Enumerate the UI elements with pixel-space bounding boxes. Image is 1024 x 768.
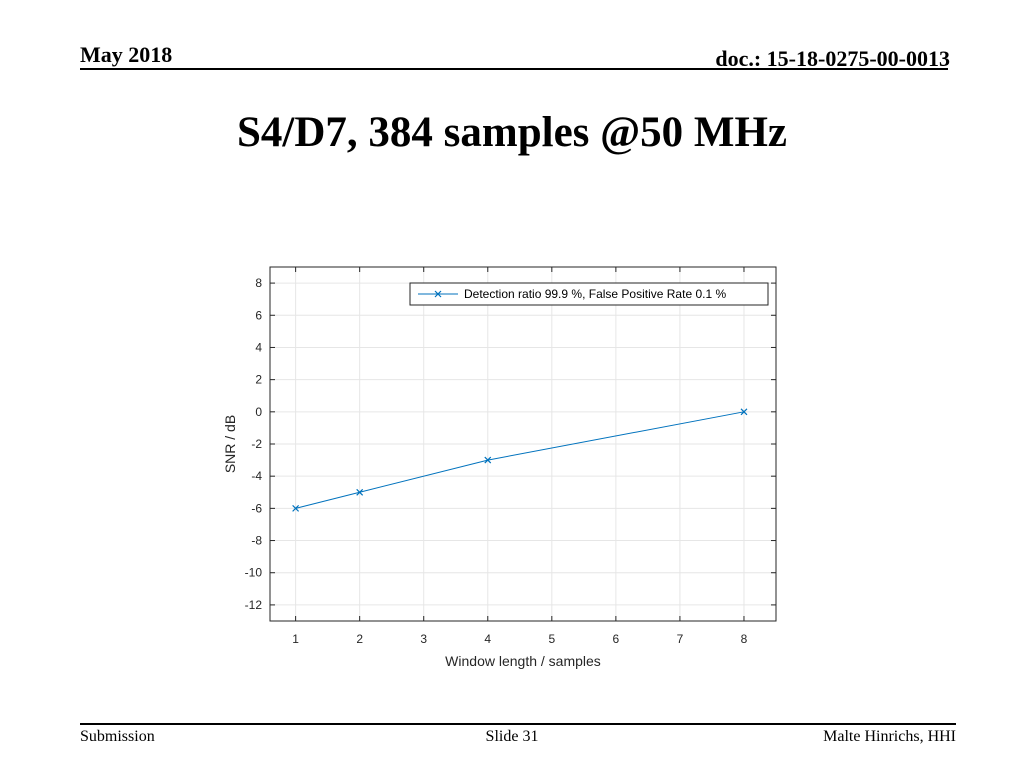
y-tick-label: 8 [255,276,262,290]
x-tick-label: 8 [741,632,748,646]
y-tick-label: -10 [245,566,263,580]
y-tick-label: -12 [245,598,263,612]
legend-entry: Detection ratio 99.9 %, False Positive R… [464,287,726,301]
data-point-marker [484,456,492,464]
slide-title: S4/D7, 384 samples @50 MHz [236,109,787,156]
footer-submission: Submission [80,728,155,745]
y-axis-label: SNR / dB [222,415,238,473]
data-point-marker [292,504,300,512]
legend-box [409,282,769,306]
footer-author: Malte Hinrichs, HHI [823,728,956,745]
y-tick-label: -6 [251,501,262,515]
y-tick-label: 2 [255,373,262,387]
footer-divider [80,723,956,725]
x-tick-label: 5 [548,632,555,646]
chart-container: 1 2 3 4 5 6 7 8 8 6 4 2 0 -2 -4 -6 -8 -10 -12 Window length… [210,255,800,675]
y-tick-label: -8 [251,534,262,548]
legend-marker-sample [434,290,442,298]
x-axis-label: Window length / samples [445,653,601,669]
line-chart: 1 2 3 4 5 6 7 8 8 6 4 2 0 -2 -4 -6 -8 -10 -12 Window length… [222,266,777,669]
header-date: May 2018 [80,42,173,67]
x-tick-label: 2 [356,632,363,646]
header-doc-id: doc.: 15-18-0275-00-0013 [715,46,950,71]
data-point-marker [356,488,364,496]
series-line [295,411,745,509]
y-tick-label: 6 [255,308,262,322]
x-tick-label: 4 [484,632,491,646]
y-tick-label: 4 [255,340,262,354]
x-tick-label: 7 [677,632,684,646]
footer-slide-number: Slide 31 [485,728,539,745]
header-divider [80,68,948,70]
data-point-marker [740,408,748,416]
x-tick-label: 6 [613,632,620,646]
y-tick-label: 0 [255,405,262,419]
x-tick-label: 1 [292,632,299,646]
y-tick-label: -2 [251,437,262,451]
y-tick-label: -4 [251,469,262,483]
x-tick-label: 3 [420,632,427,646]
